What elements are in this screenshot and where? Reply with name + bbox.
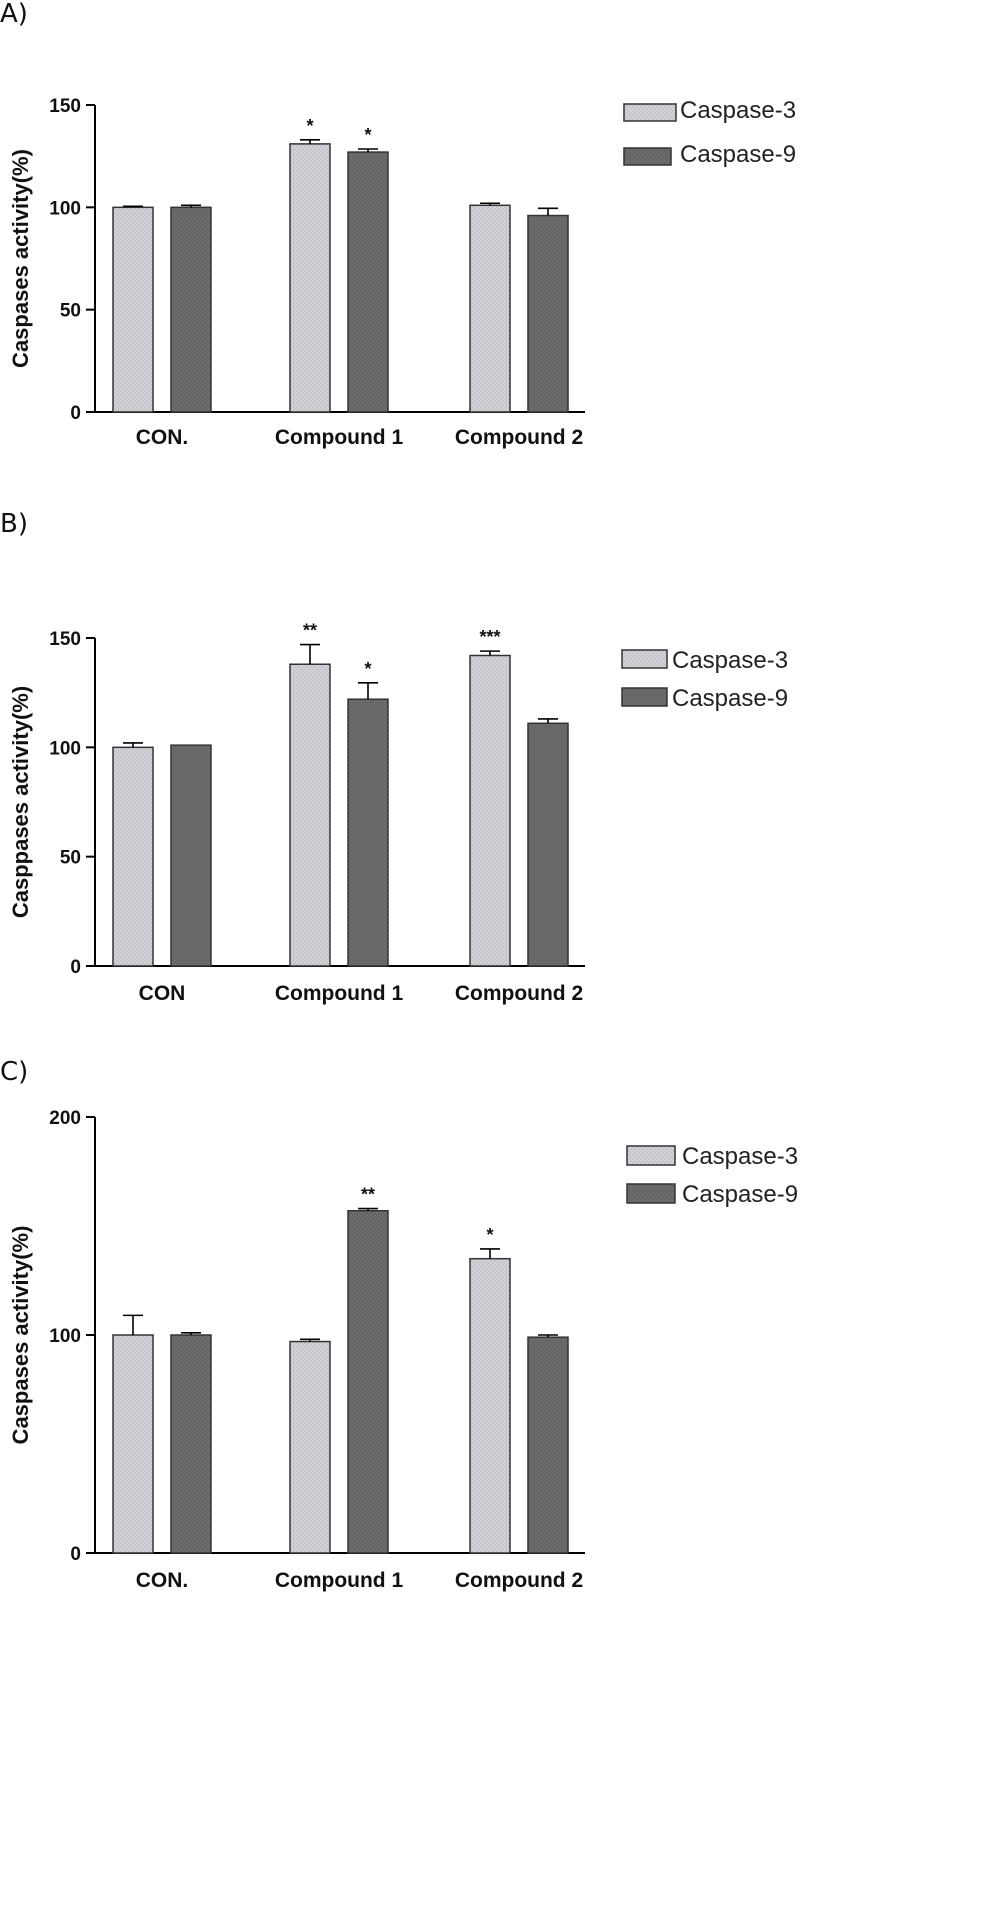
significance-label-a: * <box>364 125 371 145</box>
category-label-c: Compound 1 <box>275 1569 404 1592</box>
bar-b-caspase9-1 <box>347 698 389 967</box>
y-axis-label-a: Caspases activity(%) <box>8 149 33 368</box>
category-label-b: Compound 2 <box>455 982 583 1005</box>
bar-b-caspase3-0 <box>112 746 154 967</box>
y-tick-label-a: 50 <box>60 301 81 322</box>
category-label-b: CON <box>139 982 186 1005</box>
bar-a-caspase3-2 <box>469 204 511 413</box>
bar-b-caspase3-1 <box>289 663 331 967</box>
significance-label-c: ** <box>361 1185 375 1205</box>
category-label-c: CON. <box>136 1569 189 1592</box>
significance-label-b: *** <box>479 627 500 647</box>
bar-a-caspase3-1 <box>289 143 331 413</box>
y-tick-label-b: 50 <box>60 848 81 869</box>
panel-label-b: B) <box>0 509 28 539</box>
y-tick-label-c: 200 <box>49 1108 81 1129</box>
panel-c: C) Caspases activity(%) 0 100 200 * ** CON. Comp… <box>0 1057 1000 1900</box>
y-tick-label-a: 0 <box>70 403 81 424</box>
bar-a-caspase3-0 <box>112 206 154 413</box>
y-axis-label-b: Casppases activity(%) <box>8 686 33 918</box>
legend-swatch-a-1 <box>623 147 672 166</box>
y-tick-label-a: 100 <box>49 198 81 219</box>
legend-label-c-0: Caspase-3 <box>682 1143 798 1170</box>
legend-label-c-1: Caspase-9 <box>682 1181 798 1208</box>
legend-swatch-c-0 <box>626 1145 676 1166</box>
bar-c-caspase3-1 <box>289 1340 331 1554</box>
panel-a: A) Caspases activity(%) 0 50 100 150 * * CON. Com… <box>0 0 1000 470</box>
category-label-a: Compound 2 <box>455 426 583 449</box>
bar-c-caspase3-2 <box>469 1257 511 1554</box>
category-label-a: CON. <box>136 426 189 449</box>
category-label-b: Compound 1 <box>275 982 404 1005</box>
significance-label-c: * <box>486 1225 493 1245</box>
category-label-c: Compound 2 <box>455 1569 583 1592</box>
bar-c-caspase9-0 <box>170 1334 212 1554</box>
y-tick-label-b: 0 <box>70 957 81 978</box>
legend-label-a-1: Caspase-9 <box>680 141 796 168</box>
panel-b: B) Casppases activity(%) 0 50 100 150 ** *** * CO… <box>0 509 1000 1030</box>
y-tick-label-b: 100 <box>49 738 81 759</box>
bar-b-caspase3-2 <box>469 654 511 967</box>
chart-a: A) Caspases activity(%) 0 50 100 150 * * CON. Com… <box>0 0 796 449</box>
legend-swatch-b-1 <box>621 687 668 707</box>
legend-label-a-0: Caspase-3 <box>680 97 796 124</box>
legend-label-b-1: Caspase-9 <box>672 685 788 712</box>
bar-b-caspase9-2 <box>527 722 569 967</box>
y-tick-label-a: 150 <box>49 96 81 117</box>
significance-label-b: ** <box>303 621 317 641</box>
panel-label-c: C) <box>0 1057 28 1087</box>
legend-swatch-b-0 <box>621 649 668 669</box>
y-axis-label-c: Caspases activity(%) <box>8 1226 33 1445</box>
legend-swatch-c-1 <box>626 1183 676 1204</box>
legend-swatch-a-0 <box>623 103 677 122</box>
significance-label-a: * <box>306 116 313 136</box>
category-label-a: Compound 1 <box>275 426 404 449</box>
bar-c-caspase3-0 <box>112 1334 154 1554</box>
bar-a-caspase9-0 <box>170 206 212 413</box>
y-tick-label-c: 100 <box>49 1326 81 1347</box>
significance-label-b: * <box>364 659 371 679</box>
bar-c-caspase9-1 <box>347 1209 389 1554</box>
bar-c-caspase9-2 <box>527 1336 569 1554</box>
y-tick-label-b: 150 <box>49 629 81 650</box>
bar-a-caspase9-2 <box>527 214 569 413</box>
y-tick-label-c: 0 <box>70 1544 81 1565</box>
bar-b-caspase9-0 <box>170 744 212 967</box>
panel-label-a: A) <box>0 0 28 29</box>
bar-a-caspase9-1 <box>347 151 389 413</box>
legend-label-b-0: Caspase-3 <box>672 647 788 674</box>
